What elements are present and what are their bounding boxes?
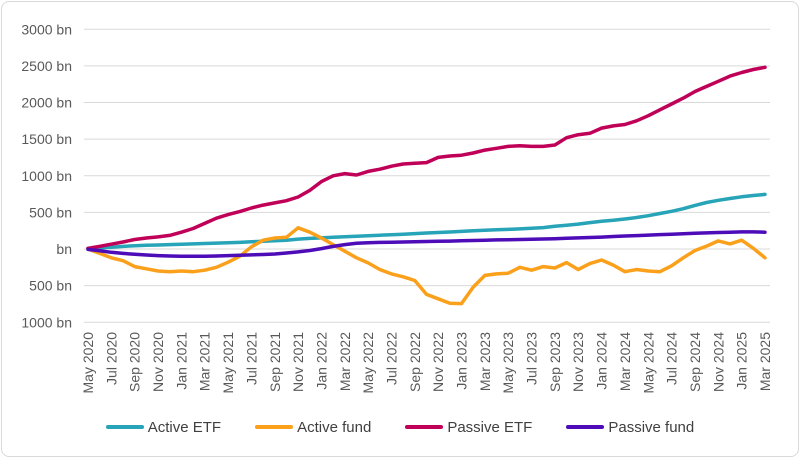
y-tick-label: 3000 bn (21, 21, 72, 37)
x-tick-label: Nov 2024 (710, 332, 726, 392)
x-tick-label: May 2024 (640, 332, 656, 394)
series-line-active-fund (86, 226, 767, 306)
legend-swatch-icon (566, 425, 605, 429)
x-tick-label: Jan 2023 (454, 332, 470, 390)
fund-flows-line-chart: 3000 bn 2500 bn 2000 bn 1500 bn 1000 bn 500 b… (21, 21, 773, 394)
x-tick-label: May 2023 (500, 332, 516, 394)
x-tick-label: Mar 2024 (617, 332, 633, 391)
y-axis-tick-labels: 3000 bn 2500 bn 2000 bn 1500 bn 1000 bn 500 b… (21, 21, 72, 330)
x-tick-label: Jul 2021 (243, 332, 259, 385)
y-tick-label: 2500 bn (21, 58, 72, 74)
x-tick-label: Jul 2024 (664, 332, 680, 385)
x-tick-label: Sep 2022 (407, 332, 423, 392)
x-tick-label: Sep 2020 (127, 332, 143, 392)
x-tick-label: Mar 2023 (477, 332, 493, 391)
x-tick-label: May 2020 (80, 332, 96, 394)
x-tick-label: Jul 2023 (524, 332, 540, 385)
y-tick-label: 500 bn (29, 204, 72, 220)
y-tick-label: 1500 bn (21, 131, 72, 147)
legend-swatch-icon (255, 425, 294, 429)
legend-item-active-fund: Active fund (255, 419, 371, 436)
series-line-passive-fund (86, 230, 767, 259)
x-tick-label: May 2021 (220, 332, 236, 394)
x-tick-label: Jul 2022 (383, 332, 399, 385)
legend-item-active-etf: Active ETF (105, 418, 222, 436)
x-tick-label: Sep 2021 (267, 332, 283, 392)
y-tick-label: 1000 bn (21, 168, 72, 184)
x-tick-label: Jan 2022 (313, 332, 329, 390)
legend-item-passive-fund: Passive fund (566, 419, 694, 436)
x-tick-label: Nov 2023 (570, 332, 586, 392)
x-tick-label: Mar 2021 (197, 332, 213, 391)
x-tick-label: Nov 2020 (150, 332, 166, 392)
y-tick-label: 2000 bn (21, 95, 72, 111)
x-tick-label: Jan 2024 (594, 332, 610, 390)
legend-swatch-icon (405, 425, 444, 429)
x-tick-label: Mar 2022 (337, 332, 353, 391)
legend-label: Passive fund (608, 418, 695, 436)
series-line-passive-etf (86, 65, 767, 251)
legend-item-passive-etf: Passive ETF (405, 419, 532, 436)
x-tick-label: Nov 2021 (290, 332, 306, 392)
series-line-active-etf (86, 192, 767, 251)
x-tick-label: Mar 2025 (757, 332, 773, 391)
x-tick-label: Jan 2025 (734, 332, 750, 390)
legend-label: Passive ETF (447, 418, 533, 436)
x-tick-label: Nov 2022 (430, 332, 446, 392)
x-tick-label: Sep 2024 (687, 332, 703, 392)
y-tick-label: 500 bn (29, 278, 72, 294)
legend-swatch-icon (105, 425, 144, 429)
x-tick-label: Sep 2023 (547, 332, 563, 392)
x-tick-label: Jul 2020 (103, 332, 119, 385)
y-tick-label: bn (56, 241, 72, 257)
x-tick-label: Jan 2021 (173, 332, 189, 390)
legend-label: Active fund (297, 418, 372, 436)
chart-legend: Active ETF Active fund Passive ETF Passive … (0, 410, 800, 444)
series-lines (86, 65, 767, 306)
gridlines (84, 28, 770, 323)
x-axis-tick-labels: May 2020 Jul 2020 Sep 2020 Nov 2020 Jan 2021… (80, 332, 773, 394)
legend-label: Active ETF (147, 418, 222, 436)
x-tick-label: May 2022 (360, 332, 376, 394)
y-tick-label: 1000 bn (21, 314, 72, 330)
